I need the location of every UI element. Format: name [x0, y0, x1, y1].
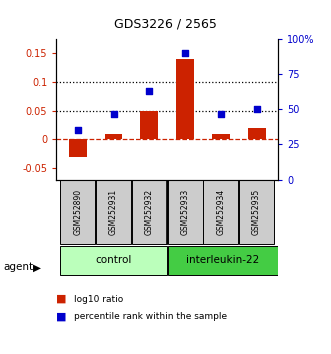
Text: GSM252933: GSM252933 — [180, 189, 190, 235]
Text: GSM252890: GSM252890 — [73, 189, 82, 235]
Text: GDS3226 / 2565: GDS3226 / 2565 — [114, 17, 217, 30]
Text: interleukin-22: interleukin-22 — [186, 255, 259, 265]
Text: ▶: ▶ — [33, 262, 41, 272]
Bar — [105, 134, 122, 139]
Text: percentile rank within the sample: percentile rank within the sample — [74, 312, 228, 321]
Text: GSM252934: GSM252934 — [216, 189, 225, 235]
Point — [75, 127, 80, 133]
FancyBboxPatch shape — [96, 179, 131, 244]
FancyBboxPatch shape — [132, 179, 167, 244]
Point — [254, 107, 259, 112]
Text: control: control — [95, 255, 132, 265]
FancyBboxPatch shape — [203, 179, 238, 244]
Point — [182, 50, 188, 56]
Text: GSM252932: GSM252932 — [145, 189, 154, 235]
Text: GSM252935: GSM252935 — [252, 189, 261, 235]
FancyBboxPatch shape — [60, 246, 167, 274]
Bar — [176, 59, 194, 139]
Point — [218, 111, 223, 116]
Text: agent: agent — [3, 262, 33, 272]
Text: ■: ■ — [56, 294, 67, 304]
FancyBboxPatch shape — [60, 179, 95, 244]
Bar — [140, 111, 158, 139]
FancyBboxPatch shape — [167, 179, 203, 244]
FancyBboxPatch shape — [167, 246, 278, 274]
FancyBboxPatch shape — [239, 179, 274, 244]
Text: ■: ■ — [56, 312, 67, 322]
Text: log10 ratio: log10 ratio — [74, 295, 124, 304]
Point — [111, 111, 116, 116]
Bar — [212, 134, 230, 139]
Bar — [69, 139, 87, 157]
Point — [147, 88, 152, 94]
Bar — [248, 128, 265, 139]
Text: GSM252931: GSM252931 — [109, 189, 118, 235]
